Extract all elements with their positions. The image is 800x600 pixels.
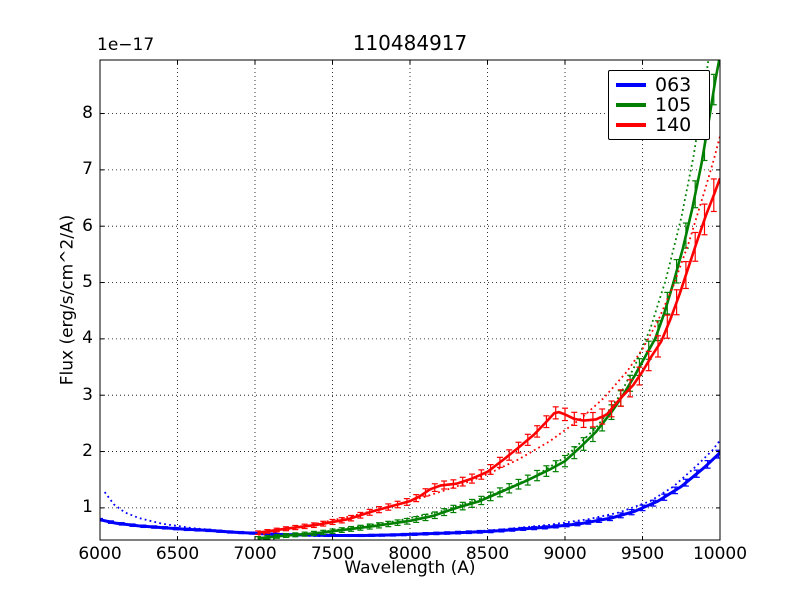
series-140-line — [257, 177, 720, 534]
x-tick-label: 9500 — [620, 544, 665, 564]
x-axis-label: Wavelength (A) — [344, 558, 476, 578]
series-140-errorbars — [255, 178, 717, 535]
y-tick-label: 6 — [82, 215, 93, 236]
y-tick-label: 8 — [82, 103, 93, 124]
legend-item-140: 140 — [616, 114, 702, 136]
series-105-line — [257, 60, 720, 540]
legend-item-063: 063 — [616, 74, 702, 96]
legend-label: 063 — [655, 74, 692, 96]
legend: 063 105 140 — [608, 70, 710, 140]
x-tick-label: 7500 — [310, 544, 355, 564]
x-tick-label: 8000 — [388, 544, 432, 564]
series-140-model-line — [257, 135, 720, 536]
y-axis-offset-label: 1e−17 — [97, 35, 155, 55]
y-axis-label: Flux (erg/s/cm^2/A) — [57, 214, 78, 386]
legend-label: 105 — [655, 94, 692, 116]
chart-title: 110484917 — [352, 31, 468, 55]
legend-label: 140 — [655, 114, 692, 136]
series-063-model — [103, 439, 720, 537]
x-tick-label: 7000 — [233, 544, 277, 564]
series-063-model-line — [103, 439, 720, 537]
series-063-line — [100, 451, 720, 537]
y-tick-label: 1 — [82, 497, 93, 518]
legend-item-105: 105 — [616, 94, 702, 116]
tick-marks — [99, 60, 721, 540]
legend-line-sample — [616, 123, 646, 127]
x-tick-label: 6000 — [78, 544, 122, 564]
y-tick-label: 4 — [82, 328, 93, 349]
series-140-model — [257, 135, 720, 536]
x-tick-label: 6500 — [155, 544, 200, 564]
x-tick-label: 9000 — [543, 544, 587, 564]
y-tick-label: 2 — [82, 441, 93, 462]
legend-line-sample — [616, 83, 646, 87]
series-105 — [255, 60, 720, 540]
y-tick-label: 3 — [82, 384, 93, 405]
x-tick-label: 10000 — [692, 544, 748, 564]
y-tick-label: 7 — [82, 159, 93, 180]
y-tick-label: 5 — [82, 272, 93, 293]
x-tick-label: 8500 — [465, 544, 510, 564]
legend-line-sample — [616, 103, 646, 107]
series-105-errorbars — [255, 73, 717, 540]
